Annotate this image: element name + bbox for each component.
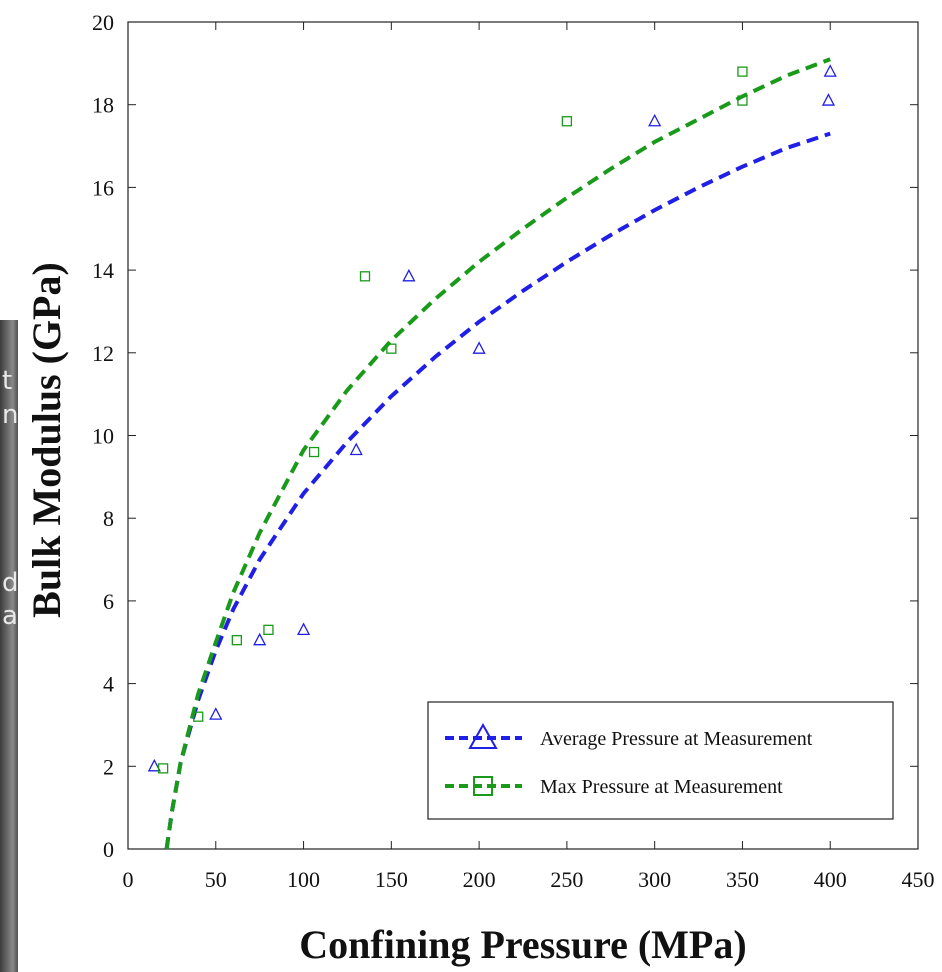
axis-ticks: 0 50 100 150 200 250 300 350 400 450 0 2 4 6 8 10 12 14 16… [92, 10, 935, 892]
x-tick-label: 250 [550, 867, 583, 892]
background-fragment: n [2, 400, 18, 430]
x-tick-label: 300 [638, 867, 671, 892]
data-point-triangle [821, 93, 836, 106]
y-tick-label: 0 [103, 837, 114, 862]
data-point-square [193, 711, 204, 722]
y-axis-title: Bulk Modulus (GPa) [24, 262, 69, 618]
background-fragment: d [2, 568, 18, 598]
legend-box [427, 701, 894, 820]
data-markers [147, 64, 837, 774]
legend-label-max: Max Pressure at Measurement [540, 776, 783, 798]
y-tick-label: 10 [92, 424, 114, 449]
data-point-square [263, 624, 274, 635]
data-point-square [561, 116, 573, 127]
data-point-square [157, 763, 169, 774]
y-tick-label: 14 [92, 258, 114, 283]
data-point-triangle [472, 341, 486, 354]
data-point-triangle [296, 622, 311, 635]
x-tick-label: 50 [205, 867, 227, 892]
data-point-triangle [823, 64, 837, 77]
y-tick-label: 8 [103, 506, 114, 531]
data-point-triangle [147, 758, 161, 772]
legend-marker-square [473, 776, 493, 796]
x-tick-label: 200 [463, 867, 496, 892]
data-point-square [386, 343, 397, 354]
fit-curve-series-2 [164, 57, 831, 850]
data-point-square [308, 446, 320, 458]
y-tick-label: 4 [103, 672, 114, 697]
fit-curves [164, 57, 831, 850]
x-tick-label: 400 [814, 867, 847, 892]
data-point-square [737, 95, 748, 106]
y-tick-label: 6 [103, 589, 114, 614]
data-point-triangle [349, 442, 363, 456]
data-point-triangle [253, 632, 267, 646]
data-point-square [737, 66, 748, 77]
background-fragment: t [2, 366, 13, 396]
x-tick-label: 450 [902, 867, 935, 892]
y-tick-label: 20 [92, 10, 114, 35]
x-tick-label: 100 [287, 867, 320, 892]
y-tick-label: 16 [92, 175, 114, 200]
background-fragment: a [2, 601, 18, 631]
data-point-square [359, 271, 371, 282]
data-point-square [231, 635, 242, 646]
y-tick-label: 12 [92, 341, 114, 366]
y-tick-label: 2 [103, 754, 114, 779]
background-photo-strip: t n d a [0, 320, 18, 972]
data-point-triangle [402, 268, 416, 282]
y-tick-label: 18 [92, 93, 114, 118]
data-point-triangle [648, 113, 662, 127]
x-axis-title: Confining Pressure (MPa) [299, 922, 746, 967]
legend-label-average: Average Pressure at Measurement [540, 728, 813, 750]
x-tick-label: 150 [375, 867, 408, 892]
x-tick-label: 350 [726, 867, 759, 892]
x-tick-label: 0 [123, 867, 134, 892]
legend: Average Pressure at Measurement Max Pres… [427, 701, 894, 820]
legend-marker-triangle [468, 722, 498, 749]
fit-curve-series-1 [164, 131, 831, 850]
data-point-triangle [209, 707, 223, 720]
